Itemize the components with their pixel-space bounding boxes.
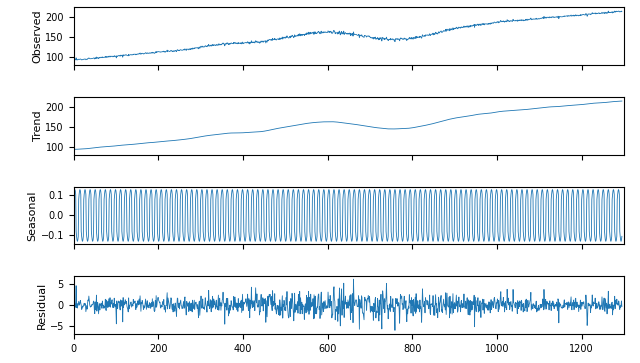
Y-axis label: Residual: Residual [36,281,47,329]
Y-axis label: Trend: Trend [33,110,43,141]
Y-axis label: Observed: Observed [33,9,43,63]
Y-axis label: Seasonal: Seasonal [28,190,38,241]
